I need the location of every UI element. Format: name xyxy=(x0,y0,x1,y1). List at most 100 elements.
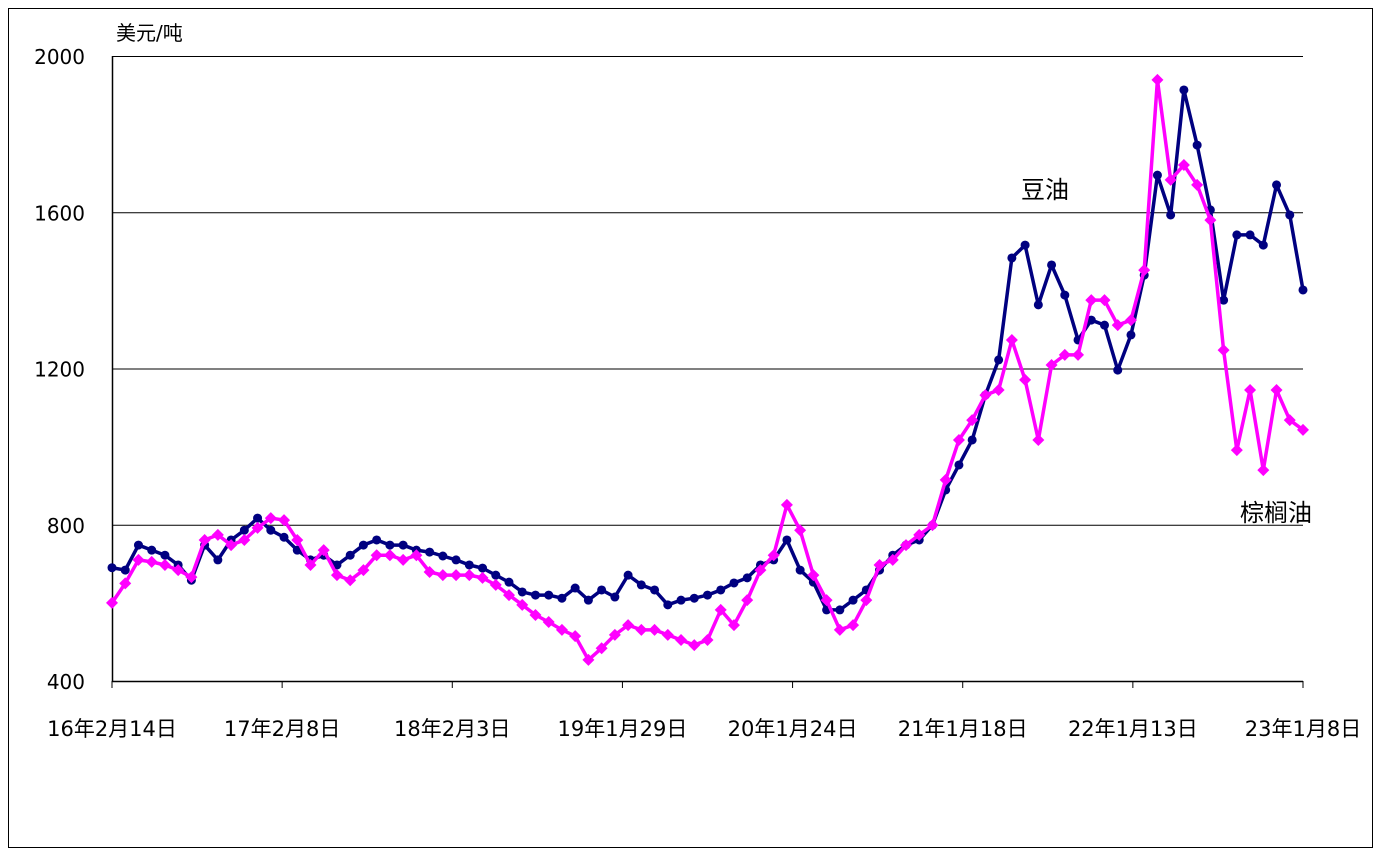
data-point xyxy=(741,594,754,607)
data-point xyxy=(1179,85,1189,95)
data-point xyxy=(860,594,873,607)
data-point xyxy=(530,590,540,600)
x-tick-label: 19年1月29日 xyxy=(558,717,688,741)
data-point xyxy=(966,414,979,427)
data-point xyxy=(385,540,395,550)
data-point xyxy=(835,605,845,615)
data-point xyxy=(689,593,699,603)
data-point xyxy=(994,355,1004,365)
data-point xyxy=(344,574,357,587)
data-point xyxy=(992,383,1005,396)
data-point xyxy=(132,553,145,566)
data-point xyxy=(397,553,410,566)
data-point xyxy=(544,590,554,600)
data-point xyxy=(357,564,370,577)
data-point xyxy=(886,553,899,566)
series-label-soybean-oil: 豆油 xyxy=(1021,176,1069,204)
data-point xyxy=(317,544,330,557)
data-point xyxy=(291,533,304,546)
y-tick-label: 1200 xyxy=(34,358,85,382)
data-point xyxy=(266,525,276,535)
data-point xyxy=(675,633,688,646)
data-point xyxy=(716,585,726,595)
data-point xyxy=(120,565,130,575)
data-point xyxy=(1098,294,1111,307)
data-point xyxy=(1230,444,1243,457)
data-point xyxy=(648,623,661,636)
data-point xyxy=(106,596,118,609)
data-point xyxy=(1138,264,1151,277)
data-point xyxy=(542,616,555,629)
data-point xyxy=(185,571,198,584)
data-point xyxy=(1219,295,1229,305)
data-point xyxy=(610,592,620,602)
data-point xyxy=(172,564,185,577)
data-point xyxy=(729,578,739,588)
data-point xyxy=(1020,240,1030,250)
data-point xyxy=(478,563,488,573)
data-point xyxy=(635,623,648,636)
data-point xyxy=(701,633,714,646)
data-point xyxy=(529,608,542,621)
data-point xyxy=(451,555,461,565)
data-point xyxy=(1033,300,1043,310)
data-point xyxy=(1113,365,1123,375)
data-point xyxy=(489,578,502,591)
y-tick-label: 400 xyxy=(47,670,85,694)
data-point xyxy=(198,533,211,546)
data-point xyxy=(1060,290,1070,300)
data-point xyxy=(727,619,740,632)
y-tick-label: 800 xyxy=(47,514,85,538)
data-point xyxy=(133,540,143,550)
data-point xyxy=(107,563,117,573)
data-point xyxy=(1019,373,1032,386)
data-point xyxy=(1270,383,1283,396)
data-point xyxy=(979,389,992,402)
data-point xyxy=(1191,178,1204,191)
data-point xyxy=(304,558,317,571)
data-point xyxy=(807,569,820,582)
x-tick-label: 17年2月8日 xyxy=(224,717,340,741)
data-point xyxy=(370,549,383,562)
data-point xyxy=(1164,173,1177,186)
data-point xyxy=(663,600,673,610)
data-point xyxy=(1032,433,1045,446)
data-point xyxy=(383,549,396,562)
data-point xyxy=(794,524,807,537)
data-point xyxy=(158,558,171,571)
data-point xyxy=(278,514,291,527)
data-point xyxy=(1166,210,1176,220)
data-point xyxy=(900,539,912,552)
data-point xyxy=(795,565,805,575)
data-point xyxy=(926,519,939,532)
data-point xyxy=(1152,170,1162,180)
data-point xyxy=(1086,315,1096,325)
data-point xyxy=(1058,348,1071,361)
data-point xyxy=(211,528,224,541)
data-point xyxy=(608,628,621,641)
data-point xyxy=(1100,320,1109,330)
data-point xyxy=(1085,294,1098,307)
data-point xyxy=(1007,253,1017,263)
data-point xyxy=(582,653,595,666)
data-point xyxy=(1005,333,1018,346)
data-point xyxy=(517,587,527,597)
data-point xyxy=(597,585,607,595)
data-point xyxy=(820,594,833,607)
series-label-palm-oil: 棕榈油 xyxy=(1240,499,1312,527)
data-point xyxy=(1298,285,1308,295)
data-point xyxy=(476,571,489,584)
data-point xyxy=(251,521,264,534)
data-point xyxy=(436,569,449,582)
data-point xyxy=(1111,319,1124,332)
data-point xyxy=(1232,230,1242,240)
y-unit-label: 美元/吨 xyxy=(116,21,183,45)
data-point xyxy=(583,595,593,605)
data-point xyxy=(833,623,846,636)
data-point xyxy=(464,560,474,570)
data-point xyxy=(636,580,646,590)
data-point xyxy=(410,549,423,562)
data-point xyxy=(1072,348,1085,361)
data-point xyxy=(1285,210,1295,220)
